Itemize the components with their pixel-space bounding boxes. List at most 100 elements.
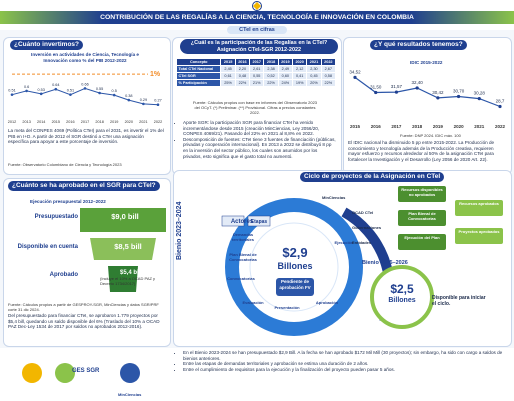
- table-header-cell: 2017: [249, 58, 265, 66]
- x-tick-label: 2019: [110, 120, 118, 124]
- table-cell: 0,48: [234, 72, 251, 80]
- right-box: Recursos aprobados: [455, 200, 503, 216]
- actor-label: MinCiencias: [322, 195, 346, 200]
- bullet: Aporte SGR: la participación SGR para fi…: [183, 120, 336, 137]
- invest-source: Fuente: Observatorio Colombiano de Cienc…: [8, 162, 122, 167]
- point: [477, 97, 481, 101]
- point: [39, 92, 43, 96]
- table-cell: 0,61: [220, 72, 236, 80]
- table-cell: 21%: [249, 79, 265, 87]
- point: [54, 87, 58, 91]
- bullet: Entre el cumplimiento de requisitos para…: [183, 367, 506, 373]
- invest-panel: [3, 37, 171, 175]
- line: [354, 76, 501, 108]
- col-actors: Actores: [230, 219, 254, 225]
- table-cell: 2,20: [234, 65, 251, 73]
- table-cell: 2,67: [320, 65, 337, 73]
- approved-source: Fuente: Cálculos propios a partir de GES…: [8, 302, 159, 312]
- x-tick-label: 2013: [22, 120, 30, 124]
- step-label: Convocatorias: [227, 276, 255, 281]
- bullet-list: Aporte SGR: la participación SGR para fi…: [176, 120, 336, 159]
- line: [11, 87, 159, 106]
- label1: Pendiente de aprobación FV: [279, 279, 311, 290]
- bullet: Descomposición de fuentes: CTeI tiene 3 …: [183, 137, 336, 159]
- step-label: Plan Bienal de Convocatorias: [229, 252, 257, 262]
- right-box: Plan Bienal de Convocatorias: [398, 210, 446, 226]
- value-label: 0.64: [52, 83, 59, 87]
- footer: [0, 348, 514, 401]
- point: [374, 90, 378, 95]
- title: CONTRIBUCIÓN DE LAS REGALÍAS A LA CIENCI…: [0, 11, 514, 24]
- table-cell: 0,60: [277, 72, 294, 80]
- table-cell: 2,30: [306, 65, 322, 73]
- point: [69, 93, 72, 96]
- results-source: Fuente: DNP 2024. IDIC máx. 100: [400, 133, 461, 138]
- point: [25, 89, 28, 93]
- table-cell: 0,45: [306, 72, 322, 80]
- invest-heading: ¿Cuánto invertimos?: [10, 40, 84, 50]
- unit2: Billones: [388, 297, 416, 304]
- amount2: $2,5: [390, 282, 414, 296]
- table-cell: 22%: [234, 79, 251, 87]
- step-label: Evaluación: [242, 300, 264, 305]
- point: [10, 93, 14, 96]
- x-tick-label: 2017: [81, 120, 89, 124]
- table-header-cell: 2021: [306, 58, 322, 66]
- step-label: Aprobación: [315, 300, 339, 305]
- value-label: 34,52: [349, 69, 361, 74]
- cycle-diagram: [221, 198, 434, 336]
- point: [394, 90, 399, 94]
- stage-label: Presupuestado: [34, 214, 78, 220]
- amount1: $2,9: [282, 245, 308, 260]
- bullet: Entre las etapas de demandas territorial…: [183, 361, 506, 367]
- period2: Bienio 2025–2026: [362, 260, 408, 266]
- crest-icon: [252, 1, 262, 11]
- table-cell: 2,12: [292, 65, 308, 73]
- invest-chart-title: Inversión en actividades de Ciencia, Tec…: [31, 52, 139, 63]
- stage-amount: $9,0 bill: [111, 212, 139, 221]
- stage-amount: $5,4 bill: [119, 270, 142, 276]
- bullet: En el Bienio 2023-2024 se han presupuest…: [183, 350, 506, 361]
- step-label: Demandas territoriales: [231, 232, 254, 242]
- table-cell: 0,52: [263, 72, 279, 80]
- point: [498, 104, 502, 109]
- table-cell: % Participación: [175, 79, 222, 87]
- point: [156, 103, 160, 107]
- value-label: 28,7: [496, 99, 505, 104]
- participation-bullets: Aporte SGR: la participación SGR para fi…: [176, 120, 336, 159]
- results-note: El IDIC nacional ha disminuido 5 pp entr…: [348, 140, 495, 162]
- point: [436, 96, 440, 100]
- table-cell: 2,45: [220, 65, 236, 73]
- subtitle: CTeI en cifras: [227, 26, 287, 34]
- actor-label: Entidades: [352, 240, 372, 245]
- table-cell: 22%: [263, 79, 279, 87]
- x-tick-label: 2017: [391, 124, 402, 129]
- value-label: 0.55: [96, 87, 103, 91]
- table-cell: 19%: [292, 79, 308, 87]
- approved-subtitle: Ejecución presupuestal 2012–2022: [30, 199, 106, 204]
- value-label: 0.29: [140, 98, 147, 102]
- point: [83, 87, 87, 90]
- table-cell: 25%: [220, 79, 236, 87]
- table-header-cell: Concepto: [175, 58, 222, 66]
- stage-label: Aprobado: [49, 272, 78, 278]
- value-label: 0.51: [8, 89, 15, 93]
- x-tick-label: 2015: [350, 124, 361, 129]
- step-label: Ejecución: [334, 240, 354, 245]
- x-tick-label: 2020: [454, 124, 465, 129]
- table-cell: 2,61: [249, 65, 265, 73]
- value-label: 0.51: [67, 89, 74, 93]
- unit1: Billones: [277, 261, 313, 271]
- cycle-heading: Ciclo de proyectos de la Asignación en C…: [300, 172, 445, 182]
- actor-label: OCAD CTeI: [352, 210, 374, 215]
- value-label: 0.53: [38, 88, 45, 92]
- stage-label: Disponible en cuenta: [17, 244, 78, 250]
- value-label: 32,40: [412, 80, 424, 85]
- results-chart-title: IDIC 2015-2022: [410, 60, 443, 65]
- right-box: Recursos disponibles no aprobados: [398, 186, 446, 202]
- value-label: 0.6: [24, 85, 29, 89]
- table-header-cell: 2019: [277, 58, 294, 66]
- logo-text: MinCiencias: [118, 392, 142, 397]
- x-tick-label: 2018: [95, 120, 103, 124]
